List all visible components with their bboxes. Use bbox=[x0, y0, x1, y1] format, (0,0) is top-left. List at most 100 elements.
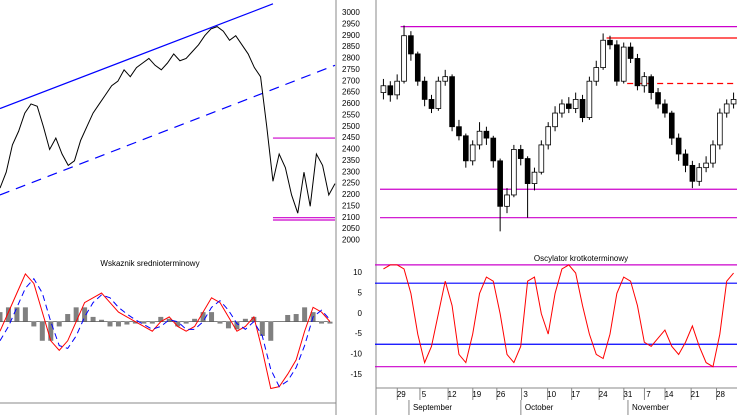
y-tick-label: 2250 bbox=[342, 179, 360, 188]
histogram-bar bbox=[200, 312, 206, 322]
x-tick-label: 29 bbox=[397, 390, 406, 399]
histogram-bar bbox=[175, 321, 181, 327]
histogram-bar bbox=[234, 321, 240, 330]
candle-body bbox=[483, 130, 490, 139]
y-tick-label: 2550 bbox=[342, 110, 360, 119]
candle-body bbox=[696, 167, 703, 182]
y-tick-label: -10 bbox=[350, 350, 362, 359]
histogram-bar bbox=[5, 307, 11, 322]
x-tick-label: 3 bbox=[523, 390, 528, 399]
candle-body bbox=[545, 126, 552, 146]
histogram-bar bbox=[192, 318, 198, 322]
candle-body bbox=[668, 112, 675, 139]
candle-body bbox=[730, 99, 737, 105]
candle-body bbox=[600, 39, 606, 68]
y-tick-label: 2750 bbox=[342, 65, 360, 74]
candle-body bbox=[401, 35, 407, 82]
x-tick-label: 12 bbox=[448, 390, 457, 399]
histogram-bar bbox=[268, 321, 274, 341]
histogram-bar bbox=[319, 321, 325, 324]
candle-body bbox=[641, 76, 648, 87]
y-tick-label: -15 bbox=[350, 370, 362, 379]
histogram-bar bbox=[90, 316, 96, 322]
candle-body bbox=[710, 144, 716, 164]
candle-body bbox=[607, 39, 613, 46]
candle-body bbox=[689, 164, 696, 182]
candle-body bbox=[394, 80, 400, 96]
histogram-bar bbox=[259, 321, 265, 336]
candle-body bbox=[490, 137, 497, 162]
candle-body bbox=[572, 99, 579, 109]
x-tick-label: 26 bbox=[496, 390, 505, 399]
x-tick-label: 7 bbox=[646, 390, 651, 399]
candle-body bbox=[579, 99, 586, 119]
y-tick-label: 2900 bbox=[342, 31, 360, 40]
candle-body bbox=[511, 149, 517, 196]
histogram-bar bbox=[141, 321, 147, 324]
y-tick-label: 2300 bbox=[342, 167, 360, 176]
histogram-bar bbox=[242, 318, 248, 322]
y-tick-label: 10 bbox=[353, 268, 362, 277]
candle-body bbox=[655, 92, 661, 105]
y-tick-label: 3000 bbox=[342, 8, 360, 17]
histogram-bar bbox=[183, 321, 189, 324]
y-tick-label: 2850 bbox=[342, 42, 360, 51]
histogram-bar bbox=[73, 307, 79, 322]
histogram-bar bbox=[158, 316, 164, 322]
candle-body bbox=[627, 46, 634, 59]
histogram-bar bbox=[82, 307, 88, 322]
candle-body bbox=[442, 76, 449, 82]
histogram-bar bbox=[209, 312, 215, 322]
histogram-bar bbox=[31, 321, 37, 327]
candle-body bbox=[634, 58, 641, 87]
candle-body bbox=[565, 103, 572, 109]
histogram-bar bbox=[132, 321, 138, 324]
y-tick-label: -5 bbox=[355, 329, 363, 338]
histogram-bar bbox=[327, 321, 333, 324]
x-tick-label: 21 bbox=[691, 390, 700, 399]
candle-body bbox=[421, 80, 428, 100]
candle-body bbox=[504, 194, 510, 207]
histogram-bar bbox=[217, 321, 223, 324]
x-tick-label: 24 bbox=[599, 390, 608, 399]
candle-body bbox=[524, 158, 531, 184]
x-tick-label: 31 bbox=[623, 390, 632, 399]
y-tick-label: 2800 bbox=[342, 54, 360, 63]
x-tick-label: 19 bbox=[472, 390, 481, 399]
histogram-bar bbox=[14, 307, 20, 322]
candle-body bbox=[469, 144, 476, 162]
x-tick-label: 17 bbox=[571, 390, 580, 399]
histogram-bar bbox=[293, 314, 299, 322]
histogram-bar bbox=[124, 321, 130, 325]
candle-body bbox=[380, 85, 387, 93]
panel-title: Oscylator krotkoterminowy bbox=[534, 254, 628, 263]
trend-line bbox=[0, 3, 274, 110]
x-tick-label: 5 bbox=[422, 390, 427, 399]
y-tick-label: 2350 bbox=[342, 156, 360, 165]
candle-body bbox=[497, 160, 503, 207]
y-tick-label: 2100 bbox=[342, 213, 360, 222]
y-tick-label: 2700 bbox=[342, 76, 360, 85]
histogram-bar bbox=[48, 321, 54, 341]
panel-title: Wskaznik srednioterminowy bbox=[100, 259, 199, 268]
x-tick-label: 28 bbox=[716, 390, 725, 399]
histogram-bar bbox=[22, 307, 28, 322]
candle-body bbox=[620, 46, 627, 82]
x-tick-label: 10 bbox=[547, 390, 556, 399]
candle-body bbox=[531, 171, 538, 184]
oscillator-line bbox=[383, 264, 734, 368]
candle-body bbox=[449, 76, 455, 128]
y-tick-label: 2600 bbox=[342, 99, 360, 108]
y-tick-label: 2150 bbox=[342, 201, 360, 210]
price-line bbox=[0, 26, 336, 214]
y-tick-label: 2950 bbox=[342, 19, 360, 28]
y-tick-label: 2400 bbox=[342, 145, 360, 154]
y-tick-label: 2050 bbox=[342, 224, 360, 233]
candle-body bbox=[717, 112, 723, 146]
y-tick-label: 2200 bbox=[342, 190, 360, 199]
x-tick-label: 14 bbox=[665, 390, 674, 399]
y-tick-label: 0 bbox=[358, 309, 363, 318]
histogram-bar bbox=[99, 319, 105, 322]
candle-body bbox=[517, 149, 524, 159]
